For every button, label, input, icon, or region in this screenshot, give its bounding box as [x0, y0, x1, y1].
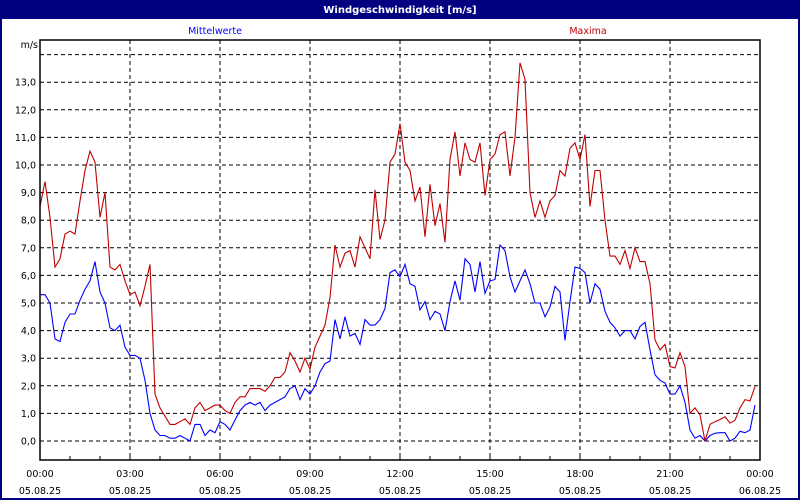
y-axis-unit: m/s [21, 40, 38, 51]
legend-maxima: Maxima [569, 26, 606, 37]
grid [40, 40, 760, 460]
x-tick-date: 05.08.25 [649, 486, 691, 497]
x-tick-time: 06:00 [206, 469, 233, 480]
y-tick-label: 8,0 [21, 216, 36, 227]
x-axis: 00:00 05.08.25 03:00 05.08.25 06:00 05.08.25 0… [19, 456, 781, 497]
y-tick-label: 4,0 [21, 326, 36, 337]
x-tick-date: 05.08.25 [19, 486, 61, 497]
y-tick-label: 3,0 [21, 354, 36, 365]
legend-mittelwerte: Mittelwerte [188, 26, 242, 37]
series-line-mittelwerte [40, 243, 756, 442]
y-tick-label: 6,0 [21, 271, 36, 282]
x-tick-date: 05.08.25 [109, 486, 151, 497]
x-tick-time: 12:00 [386, 469, 413, 480]
x-tick-time: 03:00 [116, 469, 143, 480]
series-lines [39, 62, 756, 442]
y-tick-label: 11,0 [15, 133, 36, 144]
x-tick-date: 06.08.25 [739, 486, 781, 497]
y-axis: 0,0 1,0 2,0 3,0 4,0 5,0 6,0 7,0 8,0 9,0 10,0 11,0 12… [15, 78, 36, 448]
x-tick-time: 00:00 [746, 469, 773, 480]
y-tick-label: 2,0 [21, 381, 36, 392]
y-tick-label: 10,0 [15, 161, 36, 172]
y-tick-label: 7,0 [21, 243, 36, 254]
x-tick-date: 05.08.25 [469, 486, 511, 497]
y-tick-label: 13,0 [15, 78, 36, 89]
x-tick-time: 18:00 [566, 469, 593, 480]
window-title: Windgeschwindigkeit [m/s] [2, 2, 798, 19]
x-tick-date: 05.08.25 [559, 486, 601, 497]
x-tick-date: 05.08.25 [199, 486, 241, 497]
y-tick-label: 9,0 [21, 188, 36, 199]
y-tick-label: 1,0 [21, 409, 36, 420]
x-tick-date: 05.08.25 [289, 486, 331, 497]
plot-frame [39, 39, 761, 461]
y-tick-label: 12,0 [15, 105, 36, 116]
x-tick-time: 09:00 [296, 469, 323, 480]
x-tick-time: 00:00 [26, 469, 53, 480]
x-tick-date: 05.08.25 [379, 486, 421, 497]
y-tick-label: 5,0 [21, 299, 36, 310]
series-line-maxima [39, 62, 756, 442]
y-tick-label: 0,0 [21, 437, 36, 448]
x-tick-time: 15:00 [476, 469, 503, 480]
x-tick-time: 21:00 [656, 469, 683, 480]
